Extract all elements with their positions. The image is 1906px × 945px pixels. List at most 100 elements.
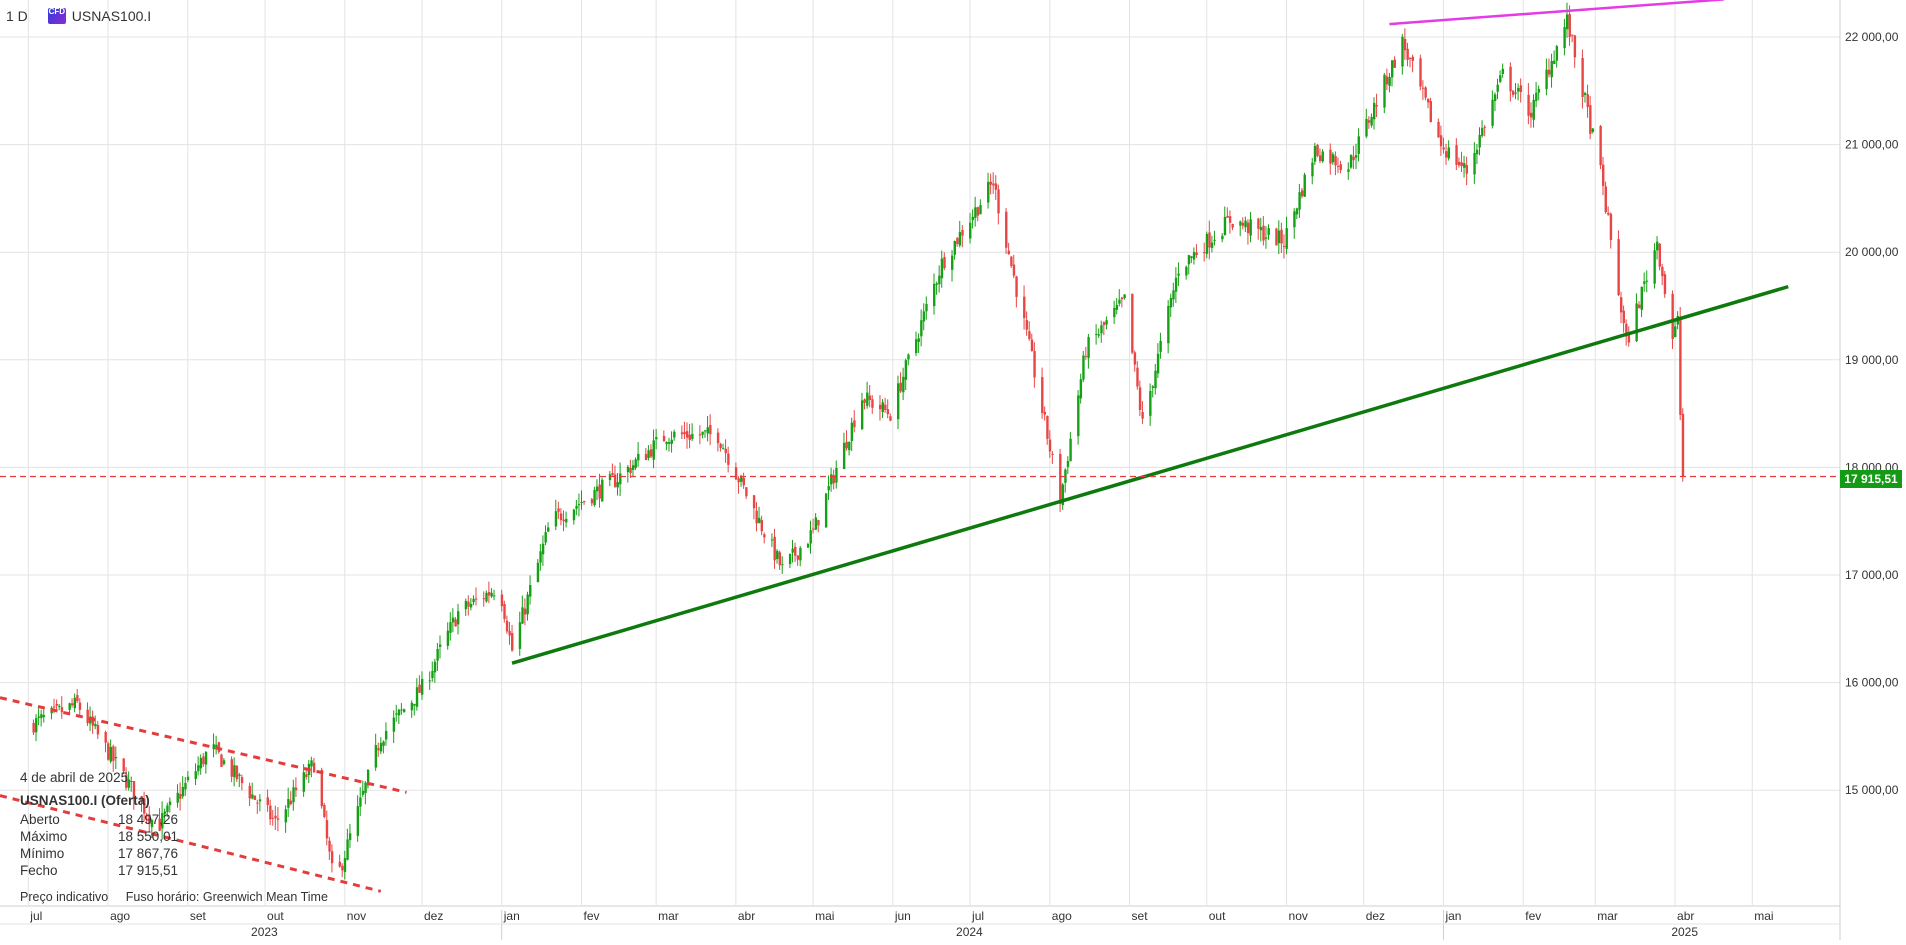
candle-body <box>1131 293 1134 353</box>
candle-body <box>737 478 740 483</box>
candle-body <box>68 703 71 710</box>
y-tick-label: 20 000,00 <box>1845 245 1899 259</box>
candle-body <box>559 513 563 521</box>
x-tick-label: fev <box>584 909 600 923</box>
candle-body <box>330 851 334 864</box>
candle-body <box>935 283 938 285</box>
candle-body <box>240 777 244 784</box>
candle-body <box>1501 68 1505 75</box>
candle-body <box>1421 87 1425 89</box>
candle-body <box>1187 255 1191 265</box>
y-tick-label: 15 000,00 <box>1845 783 1899 797</box>
candle-body <box>1653 250 1656 284</box>
candle-body <box>719 443 722 449</box>
candle-body <box>1679 317 1682 415</box>
candle-body <box>1174 277 1178 292</box>
candle-body <box>348 833 352 841</box>
candle-body <box>1318 155 1322 161</box>
candle-body <box>1620 297 1623 313</box>
candle-body <box>1221 235 1224 240</box>
candle-body <box>1532 99 1535 120</box>
info-row-close: Fecho 17 915,51 <box>20 863 178 880</box>
candle-body <box>1373 102 1376 120</box>
candle-body <box>611 472 614 476</box>
candle-body <box>431 671 434 679</box>
candle-body <box>673 431 676 438</box>
candle-body <box>1658 243 1662 267</box>
candle-body <box>258 799 262 802</box>
candle-body <box>1591 128 1595 132</box>
candle-body <box>652 440 655 460</box>
candle-body <box>878 404 882 410</box>
candle-body <box>1316 144 1319 156</box>
symbol-label[interactable]: USNAS100.I <box>71 8 152 24</box>
candle-body <box>1455 145 1458 165</box>
candle-body <box>907 354 910 360</box>
candle-body <box>1285 228 1288 249</box>
candle-body <box>1563 27 1566 49</box>
candle-body <box>881 402 884 413</box>
candle-body <box>1205 233 1209 254</box>
candle-body <box>541 543 545 555</box>
candle-body <box>1625 323 1628 337</box>
candle-body <box>1347 169 1350 172</box>
x-tick-label: jul <box>29 909 42 923</box>
candle-body <box>1149 390 1152 416</box>
candle-body <box>745 487 748 497</box>
resistance-trendline <box>1389 0 1725 26</box>
info-label: Fecho <box>20 863 58 878</box>
candle-body <box>989 181 993 185</box>
candle-body <box>773 536 776 561</box>
candle-body <box>670 439 673 444</box>
candle-body <box>271 817 275 819</box>
info-date: 4 de abril de 2025 <box>20 770 129 785</box>
candle-body <box>1082 355 1085 380</box>
candle-body <box>969 222 972 239</box>
candle-body <box>1277 230 1281 244</box>
candle-body <box>662 435 666 442</box>
candle-body <box>925 304 928 312</box>
candle-body <box>1275 228 1278 246</box>
candle-body <box>1295 208 1299 215</box>
timeframe-label[interactable]: 1 D <box>6 8 28 24</box>
candle-body <box>680 432 684 435</box>
candle-body <box>1066 460 1070 467</box>
candle-body <box>1105 320 1108 325</box>
candle-body <box>1015 276 1018 297</box>
candle-body <box>1409 57 1412 59</box>
candle-body <box>1208 232 1211 248</box>
candle-body <box>1457 161 1461 166</box>
candle-body <box>420 678 424 695</box>
candle-body <box>1509 66 1512 92</box>
candle-body <box>1046 415 1049 439</box>
candle-body <box>938 275 941 285</box>
candle-body <box>1571 34 1574 36</box>
candle-body <box>402 709 406 712</box>
candle-body <box>806 543 810 548</box>
x-tick-label: jul <box>971 909 984 923</box>
candle-body <box>511 633 514 651</box>
candle-body <box>1321 151 1324 162</box>
cfd-badge-icon: CFD <box>47 8 66 24</box>
candle-body <box>758 517 761 523</box>
candle-body <box>276 818 280 820</box>
candle-body <box>395 713 398 715</box>
candle-body <box>776 550 779 560</box>
candle-body <box>1545 69 1548 90</box>
candle-body <box>812 528 815 530</box>
candle-body <box>186 776 190 781</box>
candle-body <box>817 520 820 526</box>
candle-body <box>1617 239 1620 296</box>
candle-body <box>1159 340 1162 352</box>
candle-body <box>724 448 727 454</box>
candle-body <box>781 564 784 566</box>
candle-body <box>1246 222 1250 234</box>
channel-dashed-line <box>0 794 382 893</box>
candle-body <box>1262 225 1265 241</box>
candle-body <box>740 476 743 482</box>
candle-body <box>575 505 578 509</box>
candle-body <box>215 744 218 748</box>
candle-body <box>1298 192 1301 210</box>
